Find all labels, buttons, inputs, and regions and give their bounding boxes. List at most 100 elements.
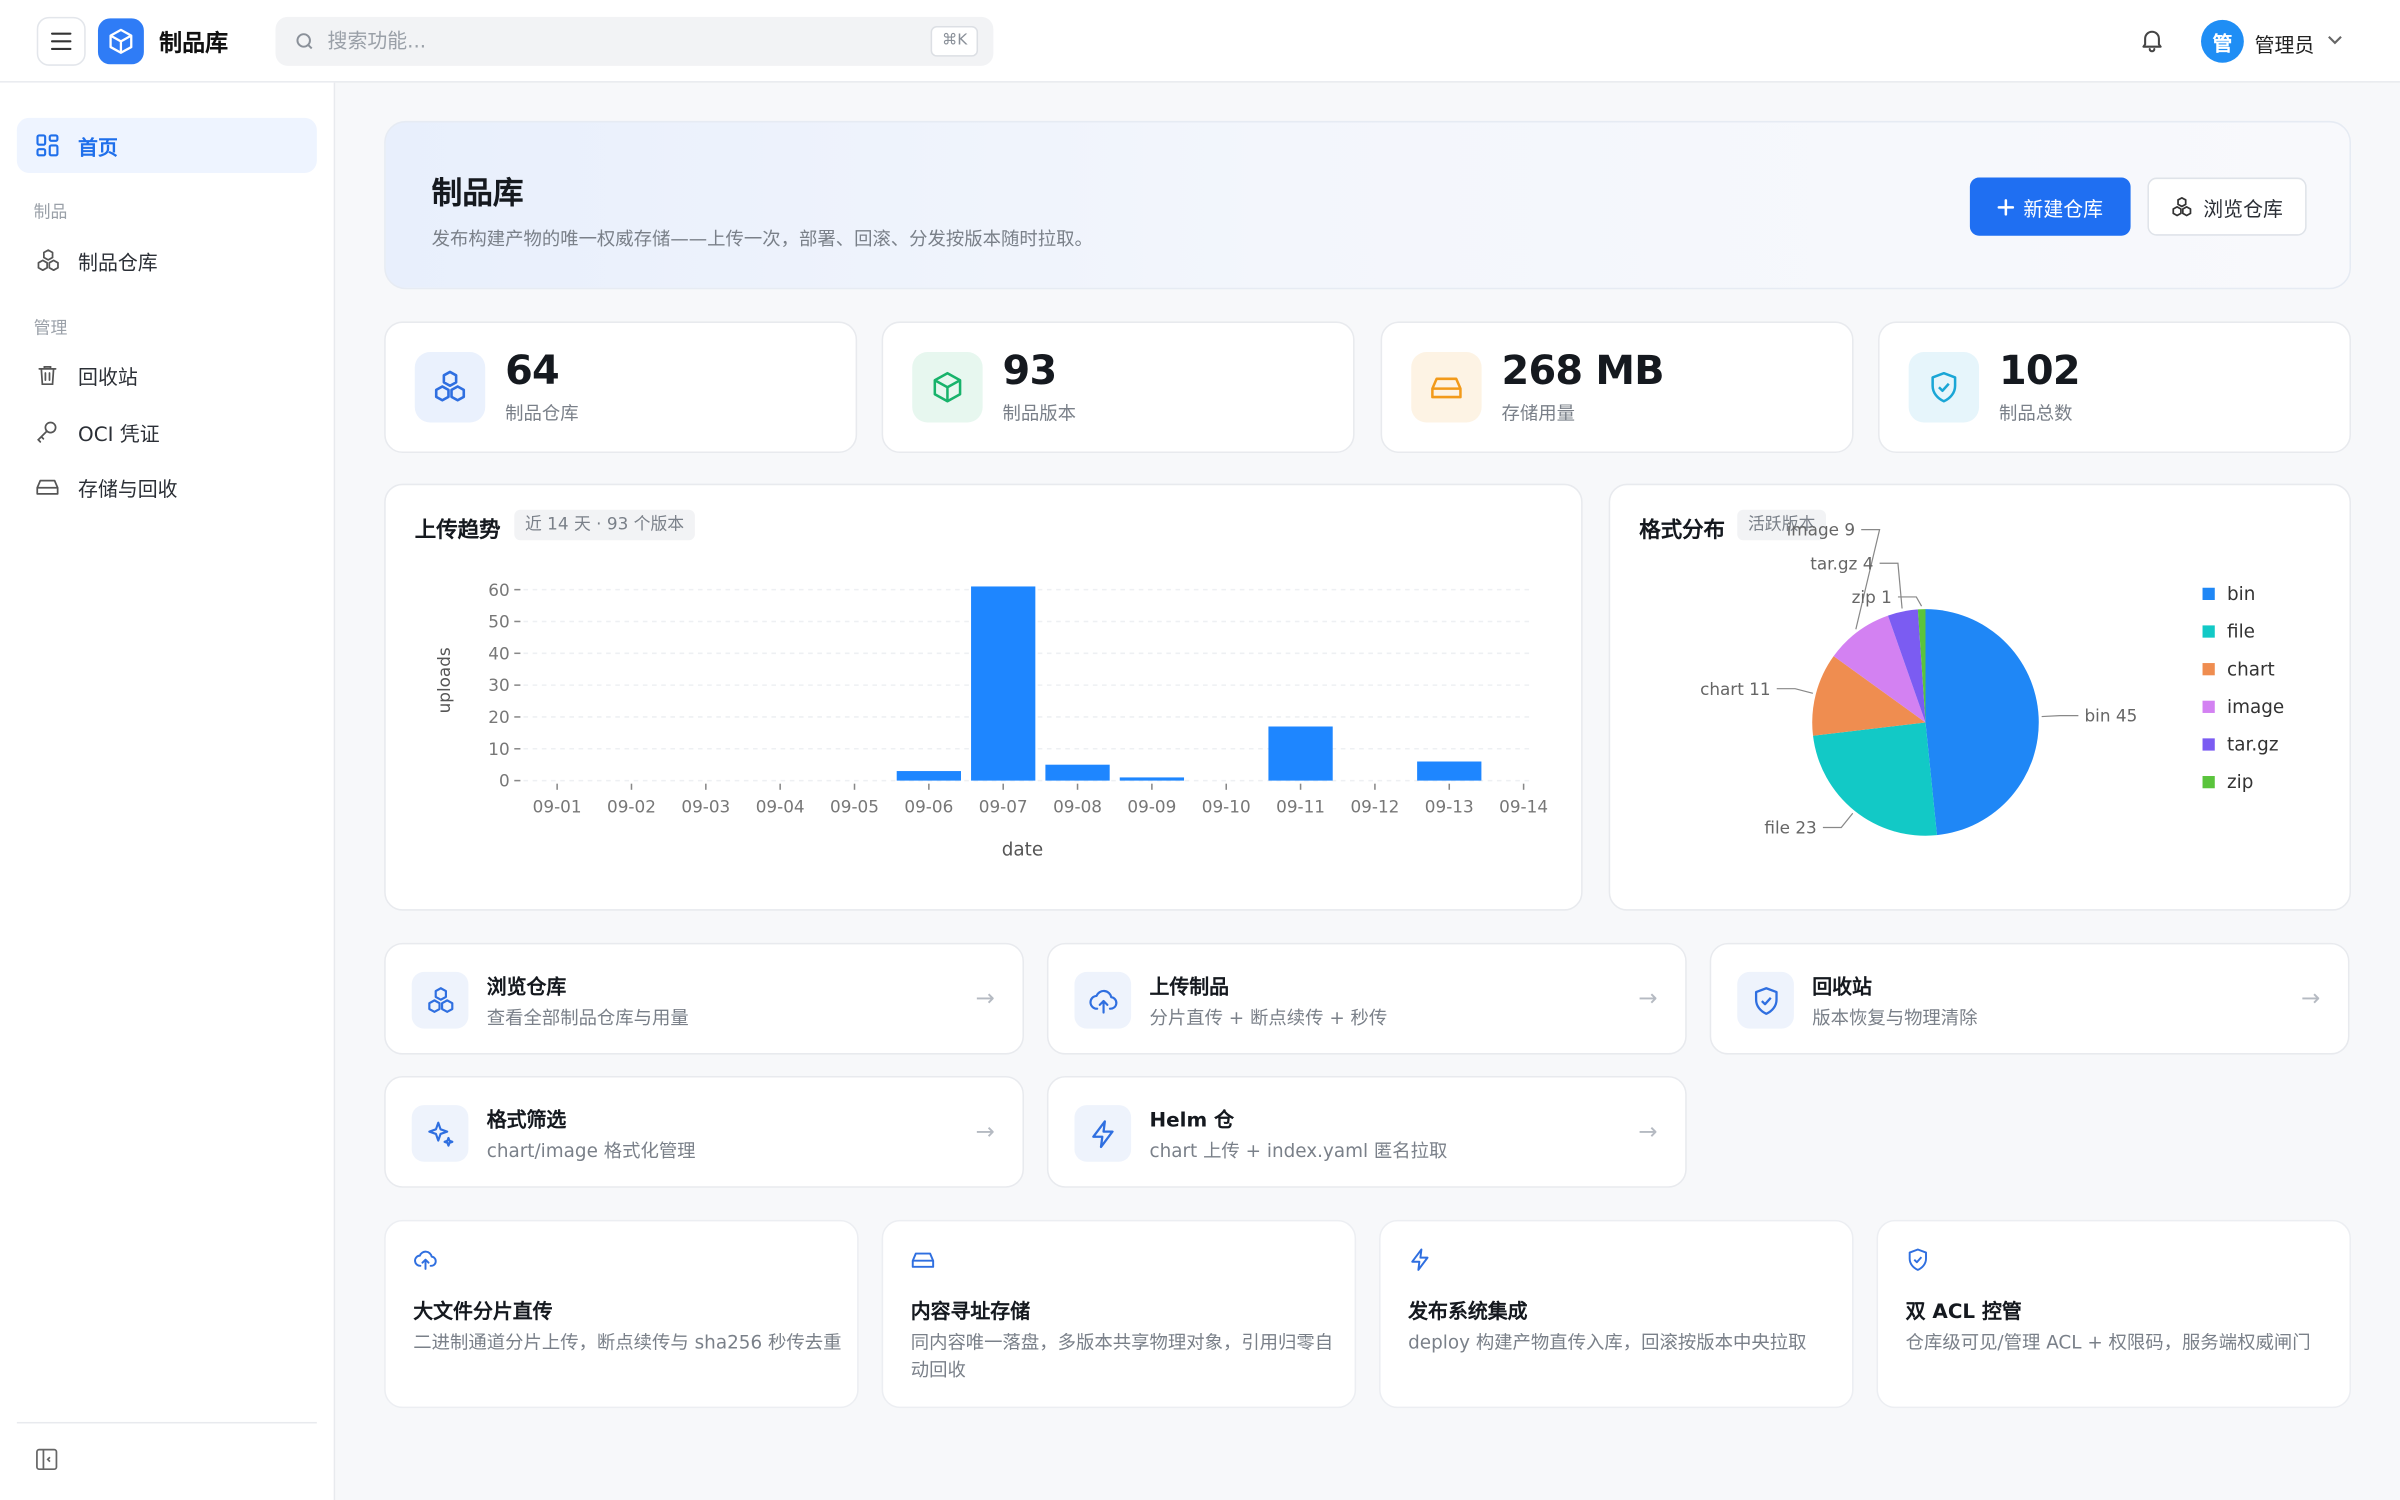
browse-repo-button[interactable]: 浏览仓库 (2147, 177, 2307, 236)
y-tick-label: 30 (488, 675, 509, 695)
sidebar-item-repositories[interactable]: 制品仓库 (17, 233, 317, 288)
legend-swatch (2202, 625, 2215, 638)
user-name[interactable]: 管理员 (2254, 35, 2315, 59)
sidebar-collapse-icon[interactable] (34, 1446, 60, 1472)
sidebar-item-label: OCI 凭证 (78, 423, 160, 447)
bar[interactable] (1417, 761, 1482, 781)
action-recycle-bin[interactable]: 回收站 版本恢复与物理清除 → (1709, 942, 2350, 1055)
bar[interactable] (971, 586, 1036, 781)
x-tick-label: 09-03 (681, 797, 730, 817)
bolt-icon (1091, 1119, 1113, 1148)
y-tick-label: 50 (488, 612, 509, 632)
format-distribution-tag: 活跃版本 (1737, 509, 1827, 541)
action-desc: chart/image 格式化管理 (486, 1140, 696, 1162)
pie-leader-line (1879, 562, 1903, 609)
stat-label: 制品仓库 (505, 402, 579, 424)
y-axis-label: uploads (434, 647, 454, 713)
format-distribution-title: 格式分布 (1639, 518, 1725, 544)
feature-card: 大文件分片直传 二进制通道分片上传，断点续传与 sha256 秒传去重 (384, 1219, 859, 1409)
menu-toggle-button[interactable] (36, 16, 86, 66)
hamburger-icon (50, 32, 72, 51)
bar[interactable] (1119, 777, 1185, 781)
arrow-right-icon: → (975, 984, 995, 1012)
pie-leader-line (2041, 715, 2079, 718)
upload-trend-card: 上传趋势 近 14 天 · 93 个版本 0 10 20 30 40 50 60 upload… (384, 483, 1583, 911)
x-tick-label: 09-02 (607, 797, 656, 817)
shield-icon (1754, 986, 1777, 1015)
x-tick-label: 09-13 (1425, 797, 1474, 817)
pie-slice[interactable] (1813, 722, 1937, 836)
y-tick-label: 0 (499, 771, 510, 791)
format-distribution-chart: bin 45 file 23 chart 11 image 9 tar.gz 4 zip … (1700, 520, 2284, 838)
x-tick-label: 09-05 (830, 797, 879, 817)
legend-label[interactable]: tar.gz (2227, 735, 2278, 756)
drive-icon (36, 479, 59, 495)
pie-slice[interactable] (1887, 609, 1926, 723)
x-tick-label: 09-01 (533, 797, 582, 817)
bar[interactable] (896, 771, 961, 781)
chevron-down-icon[interactable] (2327, 34, 2344, 46)
user-avatar[interactable]: 管 (2201, 19, 2244, 63)
x-tick-label: 09-11 (1276, 797, 1325, 817)
search-input[interactable] (327, 26, 910, 57)
stat-icon-tile (414, 352, 486, 423)
sidebar-item-recycle-bin[interactable]: 回收站 (17, 347, 317, 402)
bar[interactable] (1268, 726, 1333, 781)
pie-leader-line (1776, 688, 1814, 694)
box-icon (109, 28, 133, 54)
stat-card-versions[interactable]: 93 制品版本 (881, 321, 1355, 454)
sidebar-item-label: 制品仓库 (78, 251, 158, 275)
bell-icon[interactable] (2138, 26, 2166, 54)
stat-card-repositories[interactable]: 64 制品仓库 (384, 321, 858, 454)
pie-slice[interactable] (1812, 656, 1926, 736)
new-repo-label: 新建仓库 (2023, 196, 2104, 220)
pie-slice[interactable] (1917, 609, 1926, 723)
legend-label[interactable]: image (2227, 697, 2284, 718)
stat-card-storage[interactable]: 268 MB 存储用量 (1380, 321, 1854, 454)
action-helm-repo[interactable]: Helm 仓 chart 上传 + index.yaml 匿名拉取 → (1046, 1076, 1687, 1188)
sidebar-item-home[interactable]: 首页 (16, 117, 317, 173)
sidebar-item-oci-credentials[interactable]: OCI 凭证 (17, 404, 317, 459)
feature-title: 双 ACL 控管 (1905, 1301, 2022, 1324)
action-browse-repo[interactable]: 浏览仓库 查看全部制品仓库与用量 → (384, 942, 1024, 1055)
pie-data-label: image 9 (1787, 520, 1855, 540)
search-icon (296, 33, 313, 50)
legend-label[interactable]: file (2227, 622, 2255, 643)
pie-slice[interactable] (1833, 615, 1926, 723)
feature-title: 发布系统集成 (1408, 1301, 1528, 1324)
upload-trend-title: 上传趋势 (414, 518, 501, 544)
bar[interactable] (1045, 764, 1110, 781)
sidebar-item-storage[interactable]: 存储与回收 (17, 459, 317, 514)
arrow-right-icon: → (1638, 1117, 1658, 1145)
sidebar-group-label: 管理 (33, 318, 68, 339)
sidebar-item-label: 存储与回收 (78, 478, 178, 502)
legend-label[interactable]: chart (2227, 659, 2275, 680)
page-title: 制品库 (431, 174, 524, 212)
action-desc: 版本恢复与物理清除 (1812, 1007, 1978, 1029)
shield-icon (1931, 371, 1957, 403)
x-tick-label: 09-06 (904, 797, 953, 817)
pie-leader-line (1897, 596, 1923, 607)
cubes-icon (434, 370, 466, 402)
app-logo[interactable] (97, 18, 144, 65)
action-title: 格式筛选 (486, 1109, 567, 1133)
action-upload[interactable]: 上传制品 分片直传 + 断点续传 + 秒传 → (1046, 942, 1687, 1055)
action-title: 上传制品 (1149, 976, 1230, 1000)
x-tick-label: 09-08 (1053, 797, 1102, 817)
dashboard-icon (36, 134, 59, 157)
pie-slice[interactable] (1925, 609, 2039, 836)
trash-icon (38, 365, 57, 386)
drive-icon (911, 1252, 935, 1268)
y-tick-label: 10 (488, 739, 509, 759)
legend-label[interactable]: bin (2227, 584, 2255, 605)
legend-label[interactable]: zip (2227, 772, 2253, 793)
stat-value: 102 (1998, 348, 2081, 395)
stat-value: 64 (505, 348, 560, 395)
action-desc: 查看全部制品仓库与用量 (486, 1007, 689, 1029)
new-repo-button[interactable]: 新建仓库 (1969, 177, 2131, 236)
format-distribution-card: 格式分布 活跃版本 bin 45 file 23 chart 11 image 9 ta… (1608, 483, 2352, 911)
stat-card-total[interactable]: 102 制品总数 (1878, 321, 2352, 454)
legend-swatch (2202, 700, 2215, 713)
action-format-filter[interactable]: 格式筛选 chart/image 格式化管理 → (384, 1076, 1024, 1188)
